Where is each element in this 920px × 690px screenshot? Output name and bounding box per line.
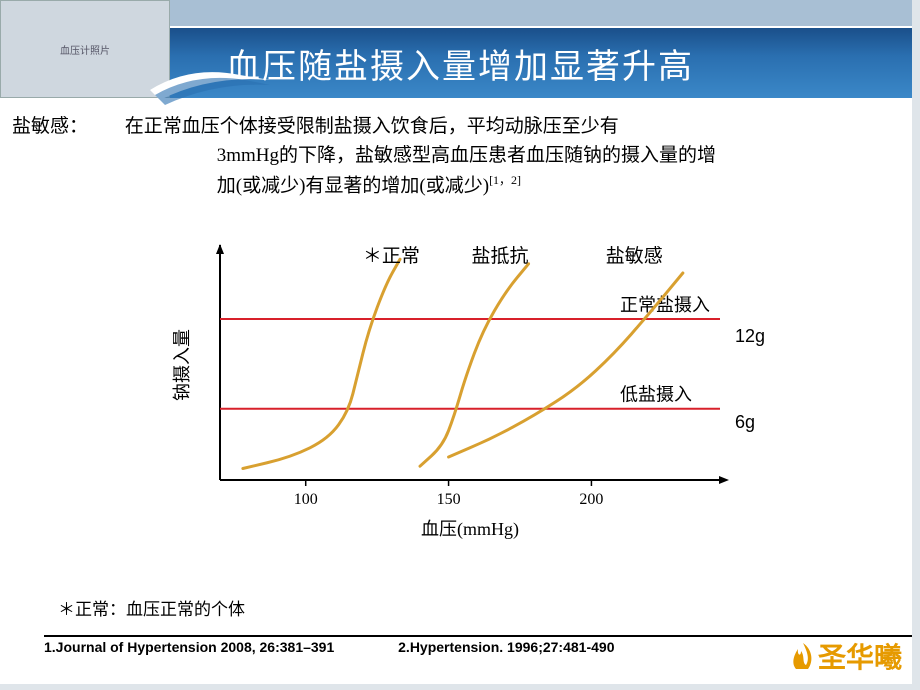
definition-citation: [1，2] xyxy=(489,173,521,187)
flame-icon xyxy=(788,641,814,671)
definition-line2: 3mmHg的下降，盐敏感型高血压患者血压随钠的摄入量的增 xyxy=(217,145,716,166)
reference-1: 1.Journal of Hypertension 2008, 26:381–3… xyxy=(44,639,334,655)
bottom-edge-shadow xyxy=(0,684,920,690)
ref-line-value-12g: 12g xyxy=(735,326,765,347)
svg-text:＊正常: ＊正常 xyxy=(363,245,420,267)
svg-text:钠摄入量: 钠摄入量 xyxy=(172,329,192,401)
definition-line1: 在正常血压个体接受限制盐摄入饮食后，平均动脉压至少有 xyxy=(125,116,619,137)
logo-text: 圣华曦 xyxy=(818,636,902,676)
svg-text:150: 150 xyxy=(437,491,461,508)
header-photo: 血压计照片 xyxy=(0,0,170,98)
definition-block: 盐敏感： 在正常血压个体接受限制盐摄入饮食后，平均动脉压至少有 3mmHg的下降… xyxy=(12,112,900,201)
reference-2: 2.Hypertension. 1996;27:481-490 xyxy=(398,639,614,655)
svg-text:盐抵抗: 盐抵抗 xyxy=(471,245,528,267)
svg-text:200: 200 xyxy=(579,491,603,508)
footnote: ＊正常：血压正常的个体 xyxy=(58,595,245,620)
svg-text:100: 100 xyxy=(294,491,318,508)
header-photo-alt: 血压计照片 xyxy=(60,42,110,57)
logo: 圣华曦 xyxy=(788,636,902,676)
svg-text:盐敏感: 盐敏感 xyxy=(606,245,663,267)
definition-label: 盐敏感： xyxy=(12,112,120,141)
chart-svg: 100 150 200 血压(mmHg) 钠摄入量 正常盐摄入低盐摄入 ＊正常 盐抵抗 盐敏感 xyxy=(160,230,760,550)
chart-container: 100 150 200 血压(mmHg) 钠摄入量 正常盐摄入低盐摄入 ＊正常 盐抵抗 盐敏感 xyxy=(160,230,760,550)
swoosh-decoration xyxy=(150,60,270,110)
definition-line3: 加(或减少)有显著的增加(或减少) xyxy=(217,175,489,196)
right-edge-shadow xyxy=(912,0,920,690)
svg-text:低盐摄入: 低盐摄入 xyxy=(620,385,692,405)
svg-text:正常盐摄入: 正常盐摄入 xyxy=(620,295,710,315)
ref-line-value-6g: 6g xyxy=(735,412,755,433)
slide-title: 血压随盐摄入量增加显著升高 xyxy=(226,39,694,88)
svg-text:血压(mmHg): 血压(mmHg) xyxy=(421,519,519,540)
